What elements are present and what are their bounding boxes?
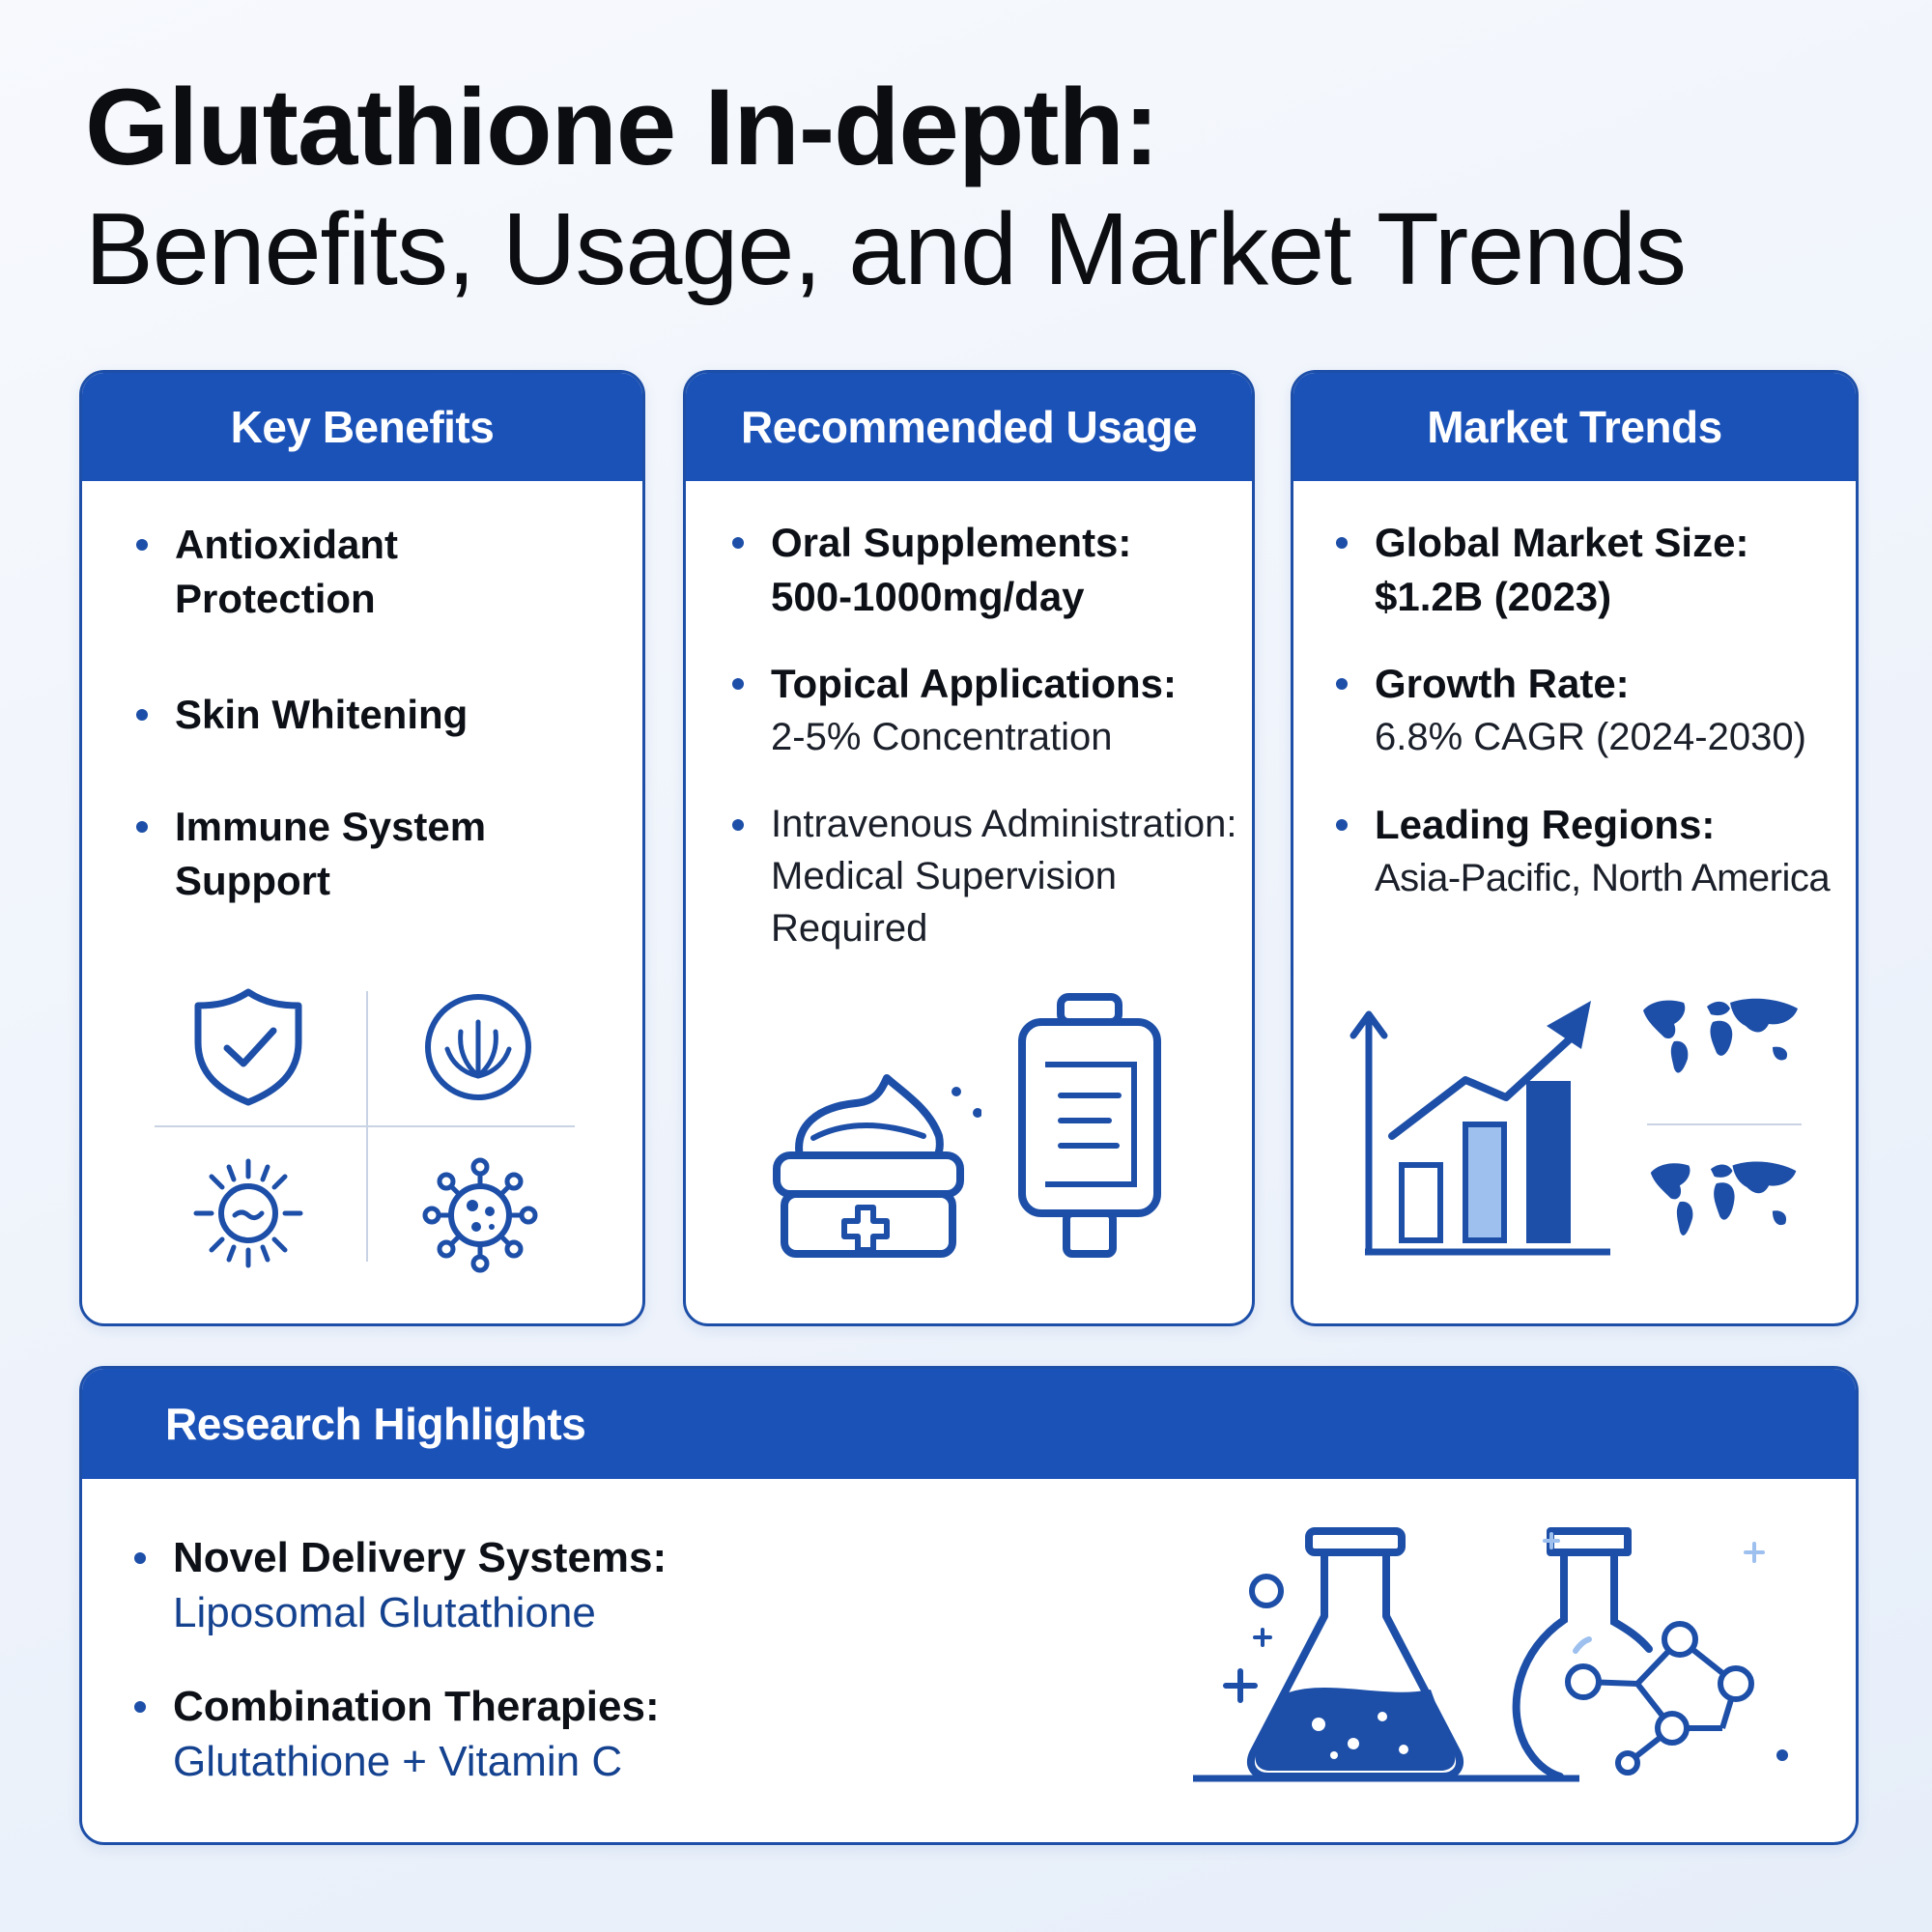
usage-label: Oral Supplements: [771, 520, 1132, 565]
molecule-flask-icon [1512, 1527, 1788, 1780]
market-label: Leading Regions: [1375, 802, 1716, 847]
market-trends-card: Market Trends Global Market Size: $1.2B … [1291, 370, 1859, 1326]
market-label: Global Market Size: [1375, 520, 1749, 565]
growth-bar-chart-icon [1350, 1001, 1610, 1256]
list-item: Novel Delivery Systems: Liposomal Glutat… [82, 1531, 1856, 1680]
research-highlights-card: Research Highlights Novel Delivery Syste… [79, 1366, 1859, 1845]
research-label: Novel Delivery Systems: [173, 1534, 668, 1581]
lab-flask-icon [1193, 1527, 1579, 1782]
usage-detail: 500-1000mg/day [771, 574, 1085, 619]
research-label: Combination Therapies: [173, 1683, 660, 1730]
research-list: Novel Delivery Systems: Liposomal Glutat… [82, 1531, 1856, 1790]
cream-jar-icon [773, 1074, 981, 1258]
benefit-label: Immune System Support [175, 804, 487, 903]
virus-icon [422, 1157, 538, 1273]
market-detail: 6.8% CAGR (2024-2030) [1375, 716, 1806, 758]
usage-label: Topical Applications: [771, 661, 1178, 706]
market-list: Global Market Size: $1.2B (2023) Growth … [1293, 516, 1856, 904]
list-item: Antioxidant Protection [82, 518, 523, 688]
shield-check-icon [194, 988, 302, 1106]
usage-detail: Medical Supervision Required [771, 855, 1117, 950]
icon-grid-dividers [155, 991, 575, 1262]
iv-bag-icon [1018, 993, 1161, 1258]
research-highlights-heading: Research Highlights [82, 1369, 1856, 1479]
recommended-usage-heading: Recommended Usage [686, 373, 1252, 481]
list-item: Combination Therapies: Glutathione + Vit… [82, 1680, 1856, 1790]
key-benefits-heading: Key Benefits [82, 373, 642, 481]
list-item: Topical Applications: 2-5% Concentration [686, 657, 1252, 798]
sun-icon [193, 1158, 303, 1268]
leaf-circle-icon [425, 994, 531, 1100]
list-item: Oral Supplements: 500-1000mg/day [686, 516, 1252, 657]
list-item: Skin Whitening [82, 688, 642, 800]
research-detail: Glutathione + Vitamin C [173, 1738, 623, 1785]
market-detail: Asia-Pacific, North America [1375, 857, 1831, 899]
page-title-bold: Glutathione In-depth: [85, 67, 1159, 187]
usage-detail: 2-5% Concentration [771, 716, 1113, 758]
world-map-icon [1643, 998, 1798, 1073]
market-label: Growth Rate: [1375, 661, 1630, 706]
usage-list: Oral Supplements: 500-1000mg/day Topical… [686, 516, 1252, 954]
market-detail: $1.2B (2023) [1375, 574, 1612, 619]
page-title-subtitle: Benefits, Usage, and Market Trends [85, 192, 1687, 306]
list-item: Global Market Size: $1.2B (2023) [1293, 516, 1856, 657]
key-benefits-list: Antioxidant Protection Skin Whitening Im… [82, 518, 642, 908]
benefit-label: Skin Whitening [175, 692, 469, 737]
benefit-label: Antioxidant Protection [175, 522, 398, 621]
divider-line [1647, 1123, 1802, 1125]
list-item: Intravenous Administration: Medical Supe… [686, 798, 1237, 954]
market-trends-heading: Market Trends [1293, 373, 1856, 481]
research-detail: Liposomal Glutathione [173, 1589, 596, 1636]
recommended-usage-card: Recommended Usage Oral Supplements: 500-… [683, 370, 1255, 1326]
usage-label: Intravenous Administration: [771, 803, 1237, 845]
list-item: Immune System Support [82, 800, 542, 908]
list-item: Leading Regions: Asia-Pacific, North Ame… [1293, 798, 1856, 904]
world-map-icon [1650, 1161, 1797, 1236]
key-benefits-card: Key Benefits Antioxidant Protection Skin… [79, 370, 645, 1326]
list-item: Growth Rate: 6.8% CAGR (2024-2030) [1293, 657, 1856, 798]
